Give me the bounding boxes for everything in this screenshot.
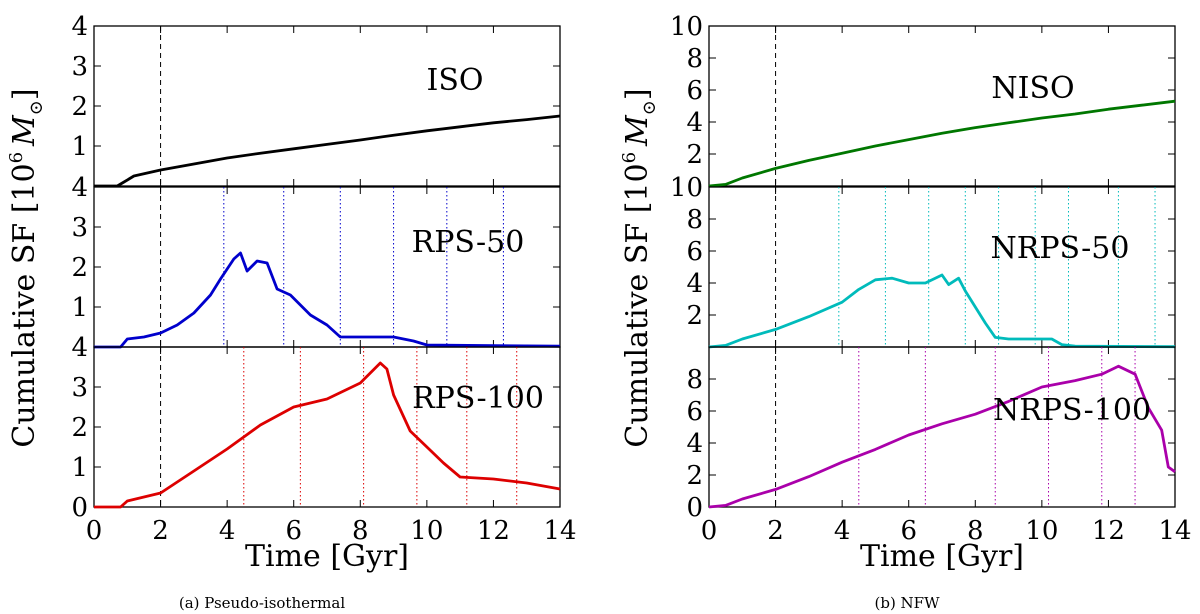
ytick-label: 4 (71, 12, 88, 42)
ytick-label: 2 (71, 92, 88, 122)
xtick-label: 4 (219, 516, 236, 546)
ytick-label: 1 (71, 132, 88, 162)
panel-rps-50: 1 2 3 4 RPS-50 (71, 173, 561, 349)
panel-label: RPS-100 (412, 381, 544, 416)
ytick-label: 2 (71, 413, 88, 443)
ytick-label: 1 (71, 453, 88, 483)
ylabel-b: Cumulative SF [106M⊙] (619, 88, 660, 447)
ytick-label: 6 (686, 76, 703, 106)
ytick-label: 4 (686, 108, 703, 138)
caption-b: (b) NFW (874, 594, 940, 612)
xlabel-b: Time [Gyr] (860, 539, 1024, 574)
panel-label: NRPS-50 (991, 231, 1130, 266)
xtick-label: 2 (152, 516, 169, 546)
series-line-nrps-100 (708, 364, 1176, 509)
ytick-label: 1 (71, 293, 88, 323)
ytick-label: 0 (686, 493, 703, 523)
panel-label: NRPS-100 (993, 393, 1151, 428)
panel-frame (708, 346, 1176, 508)
panel-label: RPS-50 (412, 225, 525, 260)
ytick-label: 3 (71, 373, 88, 403)
ytick-label: 4 (686, 269, 703, 299)
ytick-label: 6 (686, 397, 703, 427)
xtick-label: 0 (701, 516, 718, 546)
ytick-label: 6 (686, 237, 703, 267)
ytick-label: 4 (71, 333, 88, 363)
series-line-rps-100 (94, 361, 561, 509)
caption-a: (a) Pseudo-isothermal (179, 594, 345, 612)
ytick-label: 2 (686, 301, 703, 331)
xtick-label: 12 (1092, 516, 1125, 546)
xtick-label: 14 (543, 516, 576, 546)
panel-label: ISO (427, 63, 484, 98)
xtick-label: 6 (285, 516, 302, 546)
ytick-label: 10 (670, 173, 703, 203)
panel-frame (708, 25, 1176, 187)
ytick-label: 3 (71, 213, 88, 243)
panel-label: NISO (991, 71, 1074, 106)
xtick-label: 0 (86, 516, 103, 546)
xlabel-a: Time [Gyr] (245, 539, 409, 574)
xtick-label: 12 (477, 516, 510, 546)
xtick-label: 14 (1158, 516, 1191, 546)
ytick-label: 8 (686, 365, 703, 395)
panel-frame (708, 186, 1176, 348)
panel-frame (93, 25, 561, 187)
ytick-label: 8 (686, 205, 703, 235)
ytick-label: 4 (686, 429, 703, 459)
xtick-label: 4 (834, 516, 851, 546)
ytick-label: 2 (686, 140, 703, 170)
series-line-iso (94, 114, 561, 188)
ytick-label: 2 (686, 461, 703, 491)
xtick-label: 8 (352, 516, 369, 546)
ytick-label: 8 (686, 44, 703, 74)
xtick-label: 10 (1025, 516, 1058, 546)
xtick-label: 10 (410, 516, 443, 546)
ylabel-a: Cumulative SF [106M⊙] (6, 88, 47, 447)
ytick-label: 3 (71, 52, 88, 82)
panel-frame (93, 346, 561, 508)
ytick-label: 2 (71, 253, 88, 283)
panel-frame (93, 186, 561, 348)
xtick-label: 8 (967, 516, 984, 546)
ytick-label: 4 (71, 173, 88, 203)
ytick-label: 0 (71, 493, 88, 523)
series-line-rps-50 (94, 251, 561, 349)
xtick-label: 6 (900, 516, 917, 546)
panel-iso: 1 2 3 4 ISO (71, 12, 561, 188)
ytick-label: 10 (670, 12, 703, 42)
xtick-label: 2 (767, 516, 784, 546)
series-line-niso (708, 99, 1176, 188)
panel-rps-100: 0 1 2 3 4 RPS-100 (71, 333, 561, 523)
series-line-nrps-50 (708, 273, 1176, 349)
